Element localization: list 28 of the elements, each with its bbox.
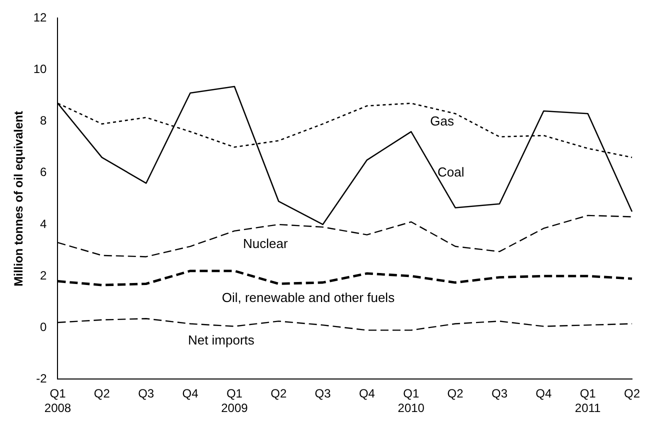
- series-label: Coal: [438, 164, 464, 180]
- x-tick-label: Q2: [270, 386, 287, 401]
- y-tick-label: 10: [33, 62, 48, 76]
- x-tick-label: Q4: [182, 386, 199, 401]
- y-tick-label: 12: [33, 10, 48, 25]
- x-tick-label: Q4: [536, 386, 552, 401]
- series-label: Net imports: [188, 332, 255, 348]
- series-label: Nuclear: [242, 236, 288, 252]
- x-tick-label: Q2: [94, 386, 110, 401]
- x-tick-label: Q1 2011: [574, 386, 602, 416]
- y-tick-label: 4: [40, 216, 48, 231]
- x-tick-label: Q3: [314, 386, 332, 401]
- x-tick-label: Q1 2008: [44, 386, 72, 416]
- series-label: Oil, renewable and other fuels: [222, 290, 396, 305]
- x-tick-label: Q3: [491, 386, 508, 401]
- x-tick-label: Q3: [138, 386, 154, 401]
- x-tick-label: Q1 2010: [398, 386, 425, 416]
- y-tick-label: -2: [36, 372, 48, 386]
- x-tick-label: Q2: [447, 386, 464, 401]
- x-tick-label: Q4: [358, 386, 376, 401]
- y-tick-label: 0: [40, 320, 48, 334]
- y-axis-title: Million tonnes of oil equivalent: [12, 111, 26, 286]
- y-tick-label: 8: [40, 114, 48, 128]
- series-label: Gas: [430, 114, 454, 129]
- y-tick-label: 2: [40, 268, 48, 282]
- x-tick-label: Q1 2009: [221, 386, 248, 416]
- x-tick-label: Q2: [624, 386, 640, 401]
- y-tick-label: 6: [40, 165, 48, 180]
